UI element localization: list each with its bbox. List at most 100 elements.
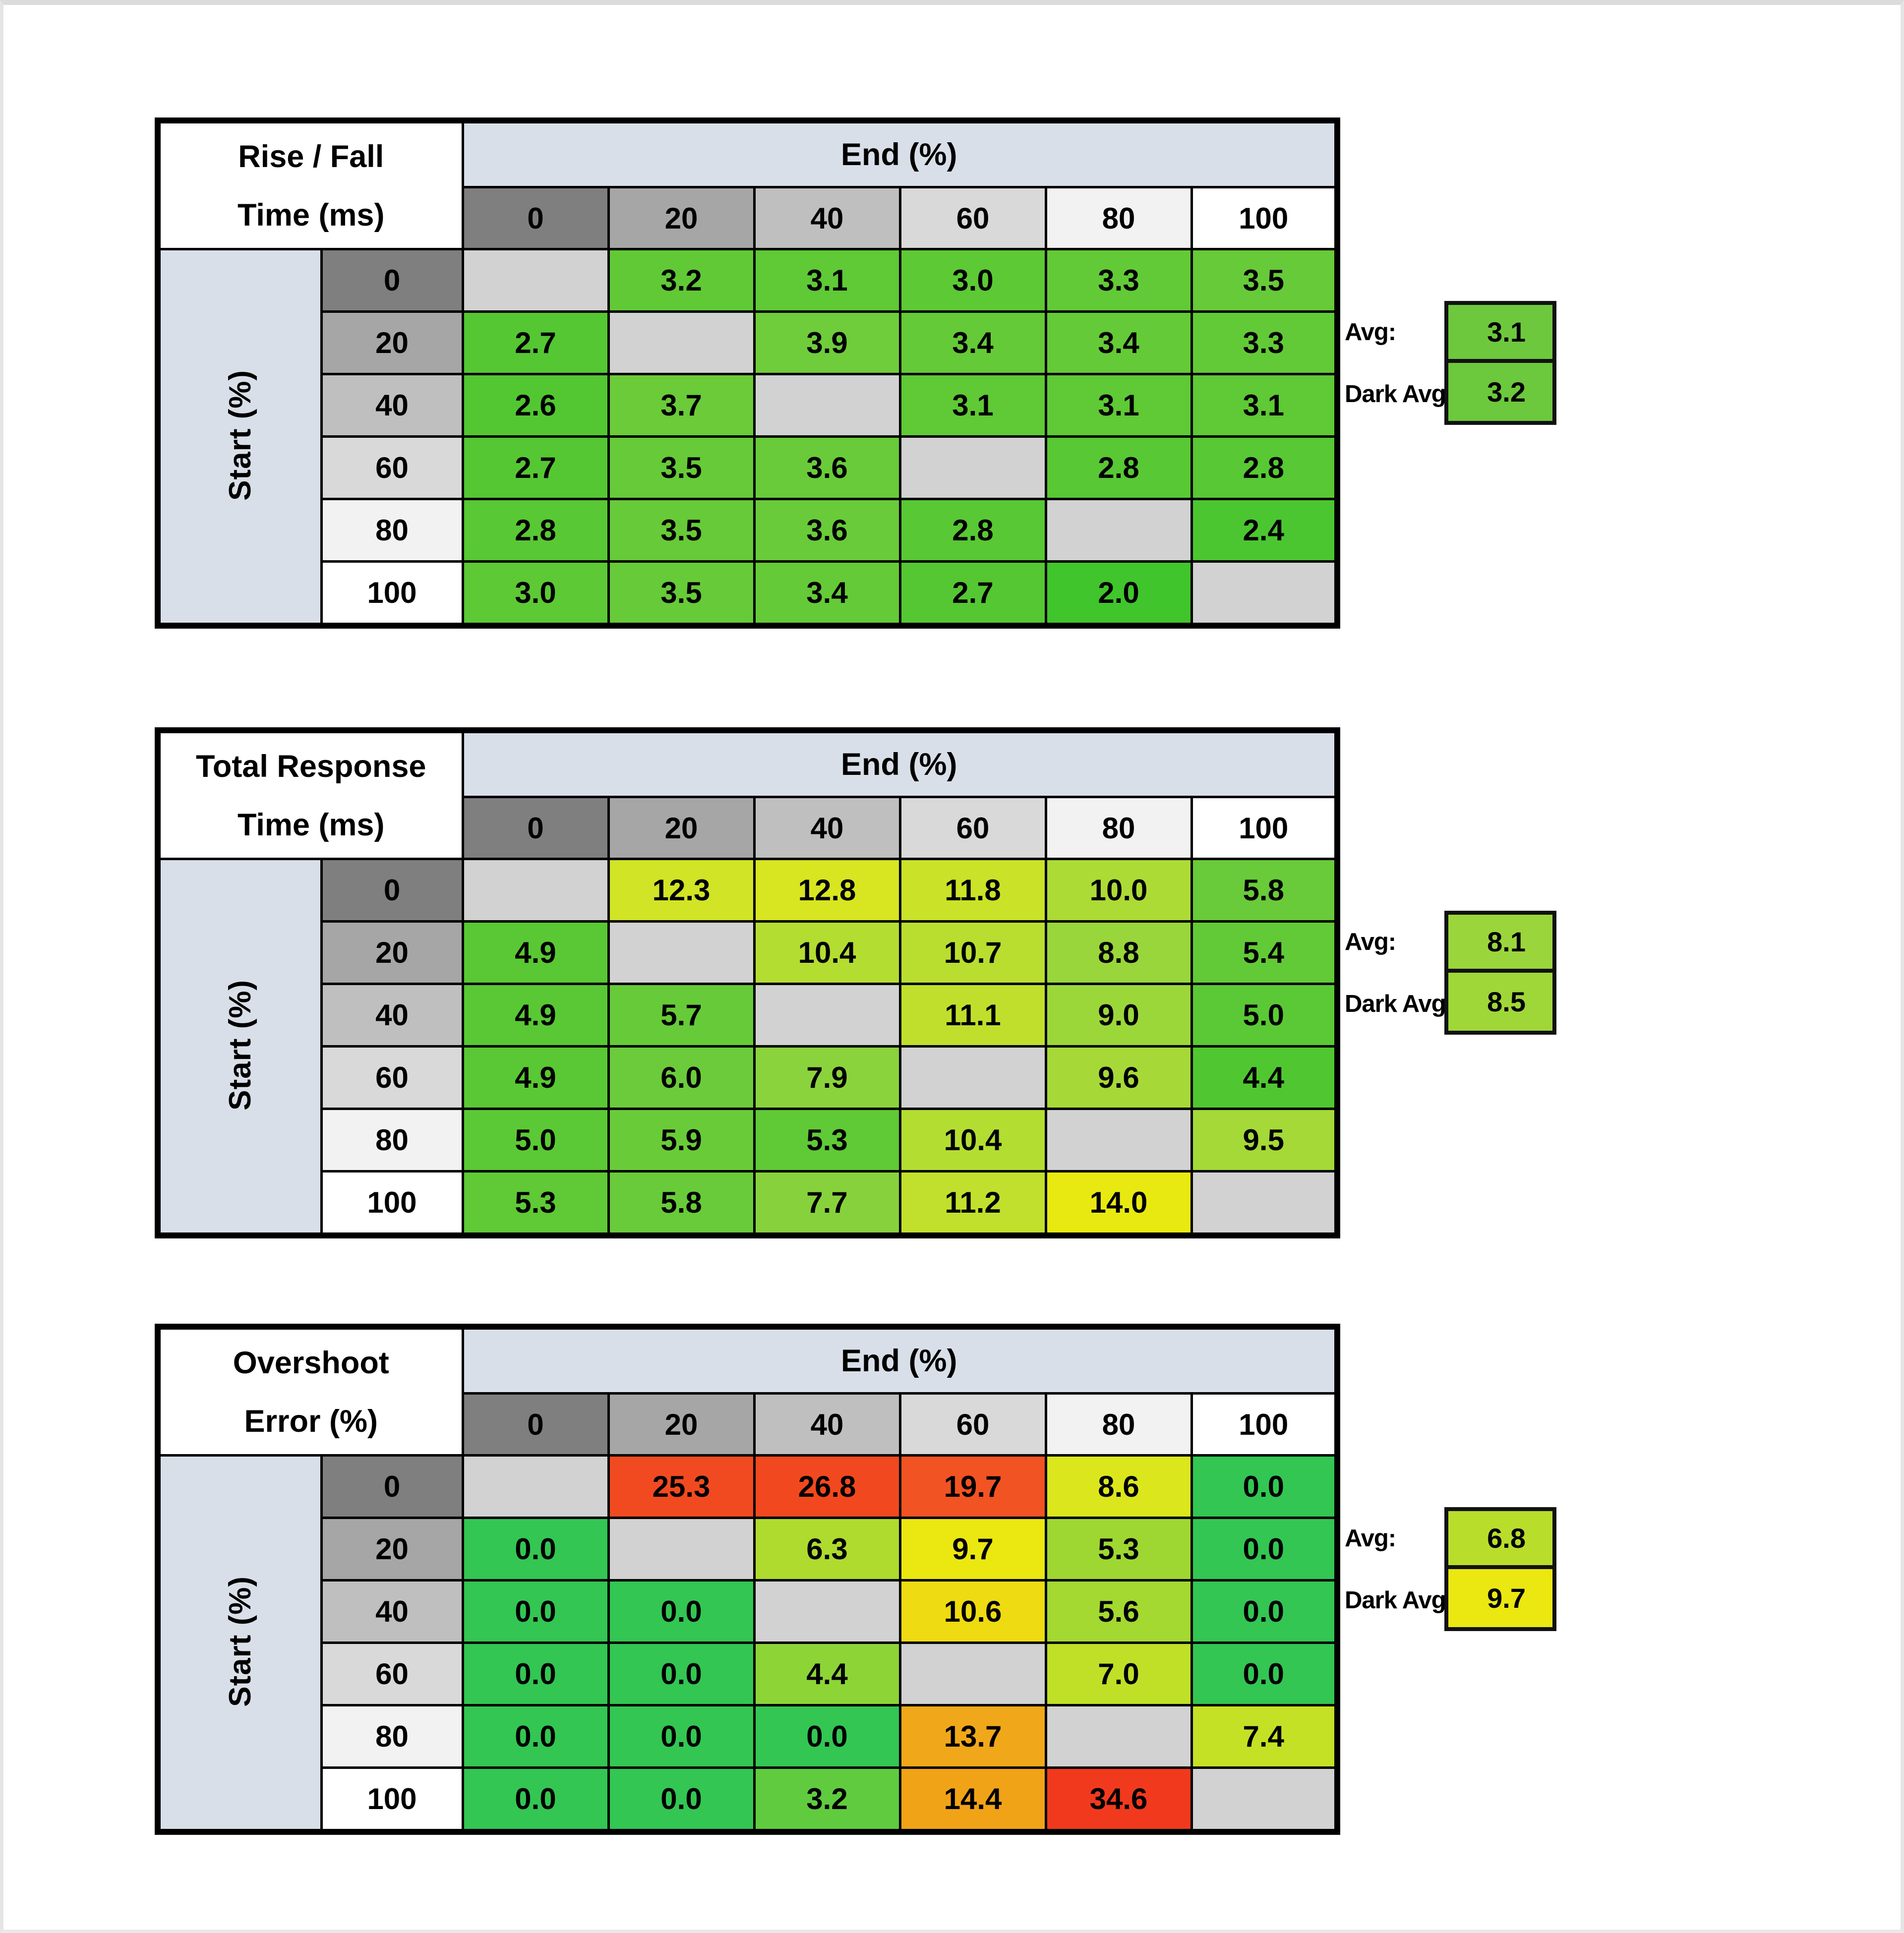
total-response-time-cell-60-20: 6.0 bbox=[607, 1045, 756, 1110]
total-response-time-row-header-80: 80 bbox=[320, 1108, 464, 1172]
total-response-time-cell-80-20: 5.9 bbox=[607, 1108, 756, 1172]
total-response-time-title-line1: Total Response bbox=[196, 749, 426, 784]
total-response-time-cell-80-40: 5.3 bbox=[753, 1108, 901, 1172]
rise-fall-time-col-header-20: 20 bbox=[607, 186, 756, 250]
total-response-time-col-header-80: 80 bbox=[1044, 796, 1193, 860]
overshoot-error-col-header-20: 20 bbox=[607, 1392, 756, 1457]
rise-fall-time-cell-20-60: 3.4 bbox=[898, 310, 1047, 375]
rise-fall-time-dark-avg-label: Dark Avg: bbox=[1345, 380, 1454, 408]
rise-fall-time-avg-value: 3.1 bbox=[1444, 301, 1556, 363]
rise-fall-time-row-header-40: 40 bbox=[320, 373, 464, 438]
total-response-time-cell-40-40-blank bbox=[753, 983, 901, 1048]
overshoot-error-col-header-100: 100 bbox=[1190, 1392, 1339, 1457]
overshoot-error-cell-20-60: 9.7 bbox=[898, 1517, 1047, 1582]
overshoot-error-cell-100-100-blank bbox=[1190, 1766, 1339, 1833]
rise-fall-time-averages: Avg: 3.1 Dark Avg: 3.2 bbox=[1345, 301, 1556, 425]
overshoot-error-cell-100-60: 14.4 bbox=[898, 1766, 1047, 1833]
rise-fall-time-cell-40-60: 3.1 bbox=[898, 373, 1047, 438]
overshoot-error-title: Overshoot Error (%) bbox=[156, 1325, 464, 1457]
rise-fall-time-cell-80-80-blank bbox=[1044, 498, 1193, 563]
overshoot-error-cell-40-40-blank bbox=[753, 1579, 901, 1644]
rise-fall-time-table: Rise / Fall Time (ms) End (%) 0 20 40 60 80 100 S… bbox=[155, 117, 1340, 629]
total-response-time-row-header-60: 60 bbox=[320, 1045, 464, 1110]
overshoot-error-cell-20-20-blank bbox=[607, 1517, 756, 1582]
total-response-time-col-header-0: 0 bbox=[461, 796, 610, 860]
overshoot-error-title-line2: Error (%) bbox=[244, 1404, 378, 1439]
rise-fall-time-title-line2: Time (ms) bbox=[238, 197, 385, 233]
rise-fall-time-row-axis-text: Start (%) bbox=[223, 370, 258, 501]
total-response-time-cell-100-60: 11.2 bbox=[898, 1170, 1047, 1237]
overshoot-error-cell-20-100: 0.0 bbox=[1190, 1517, 1339, 1582]
total-response-time-cell-100-0: 5.3 bbox=[461, 1170, 610, 1237]
rise-fall-time-cell-20-80: 3.4 bbox=[1044, 310, 1193, 375]
overshoot-error-cell-60-100: 0.0 bbox=[1190, 1641, 1339, 1706]
overshoot-error-avg-label: Avg: bbox=[1345, 1524, 1396, 1552]
total-response-time-avg-value: 8.1 bbox=[1444, 911, 1556, 973]
rise-fall-time-row-header-80: 80 bbox=[320, 498, 464, 563]
rise-fall-time-row-axis-label: Start (%) bbox=[156, 248, 323, 627]
total-response-time-row-header-40: 40 bbox=[320, 983, 464, 1048]
rise-fall-time-cell-60-80: 2.8 bbox=[1044, 435, 1193, 500]
overshoot-error-avg-value: 6.8 bbox=[1444, 1507, 1556, 1569]
rise-fall-time-cell-80-40: 3.6 bbox=[753, 498, 901, 563]
rise-fall-time-cell-40-40-blank bbox=[753, 373, 901, 438]
total-response-time-cell-0-0-blank bbox=[461, 858, 610, 923]
total-response-time-dark-avg-value: 8.5 bbox=[1444, 973, 1556, 1035]
total-response-time-cell-80-80-blank bbox=[1044, 1108, 1193, 1172]
rise-fall-time-cell-0-80: 3.3 bbox=[1044, 248, 1193, 313]
heatmap-rise-fall-time: Rise / Fall Time (ms) End (%) 0 20 40 60 80 100 S… bbox=[155, 117, 1556, 629]
overshoot-error-cell-0-80: 8.6 bbox=[1044, 1454, 1193, 1519]
overshoot-error-col-header-80: 80 bbox=[1044, 1392, 1193, 1457]
total-response-time-title-line2: Time (ms) bbox=[238, 807, 385, 842]
rise-fall-time-title: Rise / Fall Time (ms) bbox=[156, 119, 464, 250]
rise-fall-time-row-header-100: 100 bbox=[320, 560, 464, 627]
rise-fall-time-col-header-80: 80 bbox=[1044, 186, 1193, 250]
overshoot-error-row-header-60: 60 bbox=[320, 1641, 464, 1706]
overshoot-error-cell-80-100: 7.4 bbox=[1190, 1704, 1339, 1769]
overshoot-error-row-header-20: 20 bbox=[320, 1517, 464, 1582]
rise-fall-time-cell-40-80: 3.1 bbox=[1044, 373, 1193, 438]
total-response-time-cell-40-100: 5.0 bbox=[1190, 983, 1339, 1048]
overshoot-error-table: Overshoot Error (%) End (%) 0 20 40 60 80 100 Sta… bbox=[155, 1324, 1340, 1835]
rise-fall-time-row-header-60: 60 bbox=[320, 435, 464, 500]
overshoot-error-cell-0-40: 26.8 bbox=[753, 1454, 901, 1519]
overshoot-error-cell-60-0: 0.0 bbox=[461, 1641, 610, 1706]
total-response-time-cell-60-80: 9.6 bbox=[1044, 1045, 1193, 1110]
rise-fall-time-cell-80-20: 3.5 bbox=[607, 498, 756, 563]
total-response-time-cell-60-60-blank bbox=[898, 1045, 1047, 1110]
total-response-time-cell-100-20: 5.8 bbox=[607, 1170, 756, 1237]
overshoot-error-cell-20-40: 6.3 bbox=[753, 1517, 901, 1582]
overshoot-error-row-header-0: 0 bbox=[320, 1454, 464, 1519]
overshoot-error-cell-80-80-blank bbox=[1044, 1704, 1193, 1769]
overshoot-error-cell-60-60-blank bbox=[898, 1641, 1047, 1706]
total-response-time-cell-20-80: 8.8 bbox=[1044, 920, 1193, 985]
rise-fall-time-cell-60-40: 3.6 bbox=[753, 435, 901, 500]
overshoot-error-cell-80-40: 0.0 bbox=[753, 1704, 901, 1769]
overshoot-error-row-header-80: 80 bbox=[320, 1704, 464, 1769]
total-response-time-cell-20-40: 10.4 bbox=[753, 920, 901, 985]
total-response-time-cell-80-100: 9.5 bbox=[1190, 1108, 1339, 1172]
overshoot-error-cell-40-60: 10.6 bbox=[898, 1579, 1047, 1644]
total-response-time-cell-60-0: 4.9 bbox=[461, 1045, 610, 1110]
rise-fall-time-cell-20-100: 3.3 bbox=[1190, 310, 1339, 375]
overshoot-error-col-header-0: 0 bbox=[461, 1392, 610, 1457]
total-response-time-cell-0-20: 12.3 bbox=[607, 858, 756, 923]
total-response-time-row-header-100: 100 bbox=[320, 1170, 464, 1237]
rise-fall-time-cell-100-80: 2.0 bbox=[1044, 560, 1193, 627]
total-response-time-cell-40-80: 9.0 bbox=[1044, 983, 1193, 1048]
rise-fall-time-col-axis-label: End (%) bbox=[461, 119, 1339, 188]
total-response-time-cell-20-20-blank bbox=[607, 920, 756, 985]
total-response-time-cell-20-0: 4.9 bbox=[461, 920, 610, 985]
rise-fall-time-col-header-60: 60 bbox=[898, 186, 1047, 250]
rise-fall-time-cell-40-20: 3.7 bbox=[607, 373, 756, 438]
overshoot-error-col-header-40: 40 bbox=[753, 1392, 901, 1457]
total-response-time-cell-40-60: 11.1 bbox=[898, 983, 1047, 1048]
overshoot-error-row-header-40: 40 bbox=[320, 1579, 464, 1644]
total-response-time-cell-0-100: 5.8 bbox=[1190, 858, 1339, 923]
overshoot-error-cell-0-20: 25.3 bbox=[607, 1454, 756, 1519]
rise-fall-time-cell-100-20: 3.5 bbox=[607, 560, 756, 627]
overshoot-error-row-axis-text: Start (%) bbox=[223, 1576, 258, 1707]
total-response-time-cell-0-40: 12.8 bbox=[753, 858, 901, 923]
overshoot-error-cell-60-20: 0.0 bbox=[607, 1641, 756, 1706]
rise-fall-time-cell-100-40: 3.4 bbox=[753, 560, 901, 627]
